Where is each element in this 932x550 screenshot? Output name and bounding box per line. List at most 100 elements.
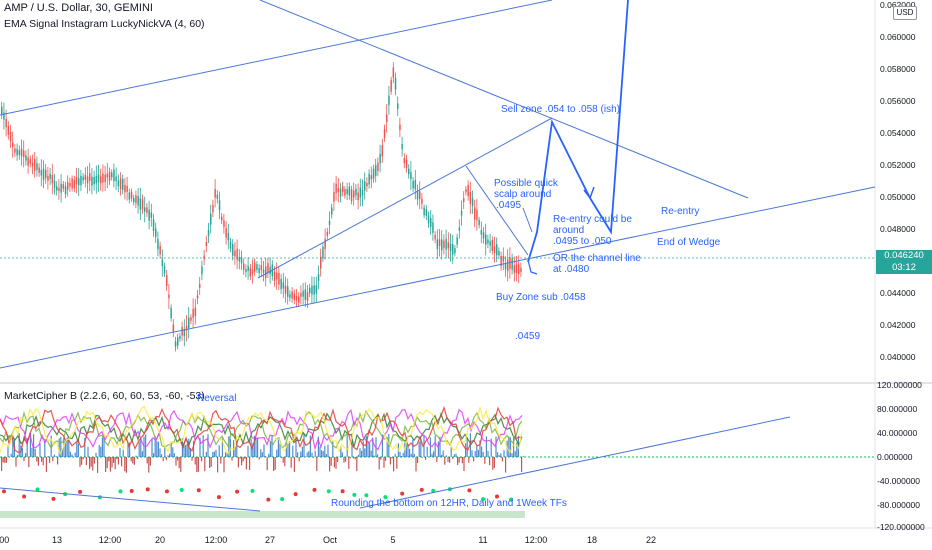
- candle-body: [507, 259, 509, 272]
- candle-body: [291, 291, 293, 299]
- price-axis-label: 0.054000: [880, 128, 916, 138]
- osc-bar: [444, 457, 446, 465]
- candle-body: [309, 287, 311, 294]
- candle-body: [284, 285, 287, 294]
- candle-body: [467, 185, 469, 196]
- osc-bar: [337, 457, 339, 462]
- candle-body: [104, 174, 106, 183]
- reentry-note[interactable]: Re-entry: [661, 206, 700, 217]
- osc-bar: [178, 457, 180, 469]
- osc-bar: [353, 457, 355, 459]
- osc-bar: [372, 437, 374, 457]
- osc-bar: [303, 433, 305, 457]
- osc-bar: [503, 450, 505, 457]
- quick-scalp-line: .0495: [496, 200, 522, 211]
- candle-body: [234, 250, 236, 257]
- candle-body: [137, 195, 139, 206]
- osc-bar: [516, 442, 518, 457]
- buy-zone-note[interactable]: Buy Zone sub .0458: [496, 292, 586, 303]
- candle-body: [320, 256, 322, 269]
- candle-body: [282, 282, 285, 289]
- osc-bar: [509, 437, 511, 457]
- osc-bar: [44, 440, 46, 457]
- osc-bar: [5, 457, 7, 463]
- osc-signal-dot: [164, 489, 169, 494]
- osc-bar: [417, 457, 419, 464]
- candle-body: [383, 129, 386, 138]
- candle-body: [102, 173, 104, 183]
- candle-body: [192, 309, 194, 318]
- channel-note[interactable]: OR the channel line at .0480: [553, 253, 641, 275]
- price-axis-label: 0.062000: [880, 0, 916, 10]
- rounding-bottom-note[interactable]: Rounding the bottom on 12HR, Daily and 1…: [331, 498, 567, 509]
- oscillator-axis[interactable]: 120.000000 80.000000 40.000000 0.000000 -40.…: [877, 380, 925, 532]
- osc-bar: [394, 453, 396, 457]
- osc-bar: [221, 438, 223, 457]
- osc-bar: [405, 443, 407, 457]
- time-axis-label: 20: [155, 535, 165, 545]
- osc-bar: [18, 433, 20, 457]
- current-price-tag: 0.046240 03:12: [876, 250, 932, 274]
- candle-body: [480, 230, 483, 235]
- low-price-note[interactable]: .0459: [515, 331, 541, 342]
- osc-bar: [129, 442, 131, 457]
- trendline-drawings[interactable]: [0, 0, 876, 369]
- quick-scalp-note[interactable]: Possible quick scalp around .0495: [494, 178, 558, 211]
- osc-bar: [457, 457, 459, 465]
- price-axis[interactable]: 0.062000 0.060000 0.058000 0.056000 0.054000…: [880, 0, 916, 362]
- osc-bar: [233, 440, 235, 457]
- osc-bar: [364, 448, 366, 457]
- osc-bar: [492, 457, 494, 470]
- osc-bar: [289, 441, 291, 457]
- candle-body: [170, 307, 172, 319]
- candle-body: [108, 171, 111, 181]
- osc-bar: [49, 457, 51, 463]
- candle-body: [56, 186, 58, 191]
- reversal-note[interactable]: Reversal: [197, 393, 237, 404]
- osc-bar: [436, 457, 438, 463]
- candle-body: [25, 155, 27, 161]
- osc-bar: [322, 451, 324, 457]
- osc-bar: [389, 457, 391, 465]
- time-axis-label: :00: [0, 535, 9, 545]
- candle-body: [64, 186, 67, 195]
- candle-body: [315, 285, 318, 294]
- candle-body: [1, 106, 3, 115]
- candle-body: [185, 325, 188, 331]
- candle-body: [183, 329, 186, 337]
- osc-trendline: [0, 487, 261, 512]
- osc-bar: [505, 457, 507, 473]
- candle-body: [141, 199, 144, 210]
- reentry-range-note[interactable]: Re-entry could be around .0495 to .050: [553, 214, 632, 247]
- symbol-title[interactable]: AMP / U.S. Dollar, 30, GEMINI: [4, 2, 153, 14]
- candle-body: [414, 179, 417, 190]
- candle-body: [449, 243, 452, 252]
- osc-bar: [340, 446, 342, 457]
- osc-bar: [172, 447, 174, 457]
- candle-body: [502, 255, 505, 262]
- candle-body: [441, 239, 443, 251]
- osc-bar: [114, 457, 116, 470]
- candle-body: [12, 142, 14, 147]
- candle-body: [150, 212, 153, 218]
- candle-body: [456, 237, 458, 245]
- time-axis-label: 11: [478, 535, 487, 545]
- candle-body: [390, 79, 392, 92]
- candle-body: [91, 176, 93, 186]
- end-of-wedge-note[interactable]: End of Wedge: [657, 237, 721, 248]
- candle-body: [500, 256, 502, 267]
- candle-body: [436, 239, 439, 250]
- candle-body: [478, 219, 480, 226]
- osc-bar: [226, 453, 228, 457]
- currency-badge[interactable]: USD: [893, 6, 917, 20]
- sell-zone-note[interactable]: Sell zone .054 to .058 (ish): [501, 104, 620, 115]
- candle-body: [172, 324, 175, 332]
- osc-bar: [409, 448, 411, 457]
- time-axis[interactable]: :00 13 12:00 20 12:00 27 Oct 5 11 12:00 18 22: [0, 535, 656, 545]
- indicator-title[interactable]: EMA Signal Instagram LuckyNickVA (4, 60): [4, 18, 205, 30]
- trendline: [259, 0, 749, 199]
- candle-body: [518, 264, 520, 275]
- oscillator-title[interactable]: MarketCipher B (2.2.6, 60, 60, 53, -60, …: [4, 390, 205, 402]
- osc-bar: [356, 457, 358, 472]
